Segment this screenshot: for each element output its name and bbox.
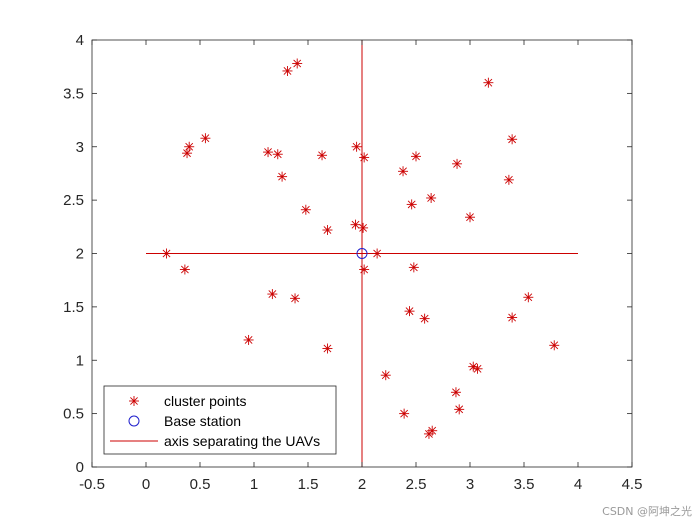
x-tick-label: 2 <box>358 476 366 493</box>
legend: cluster points Base station axis separatin… <box>103 385 337 455</box>
cluster-point <box>292 58 303 69</box>
ticks-layer: -0.5 0 0.5 1 1.5 2 2.5 3 3.5 4 4.500.511.522.533.5… <box>63 32 642 493</box>
cluster-point <box>350 219 361 230</box>
cluster-point <box>380 370 391 381</box>
legend-base-station-icon <box>128 415 140 427</box>
watermark: CSDN @阿坤之光 <box>602 505 692 518</box>
cluster-point <box>399 408 410 419</box>
cluster-point <box>243 334 254 345</box>
cluster-point <box>300 204 311 215</box>
y-tick-label: 2 <box>76 246 84 263</box>
cluster-point <box>322 343 333 354</box>
cluster-point <box>406 199 417 210</box>
legend-box <box>103 385 337 455</box>
cluster-point <box>452 158 463 169</box>
cluster-point <box>503 174 514 185</box>
x-tick-label: 3.5 <box>514 476 535 493</box>
x-tick-label: 4 <box>574 476 582 493</box>
cluster-point <box>507 134 518 145</box>
y-tick-label: 2.5 <box>63 192 84 209</box>
cluster-point <box>450 387 461 398</box>
cluster-point <box>426 192 437 203</box>
x-tick-label: 4.5 <box>622 476 643 493</box>
x-tick-label: -0.5 <box>79 476 105 493</box>
cluster-point <box>419 313 430 324</box>
cluster-point <box>359 152 370 163</box>
x-tick-label: 0 <box>142 476 150 493</box>
cluster-point <box>282 65 293 76</box>
cluster-point <box>472 363 483 374</box>
cluster-point <box>290 293 301 304</box>
cluster-point <box>408 262 419 273</box>
cluster-point <box>404 306 415 317</box>
y-tick-label: 1 <box>76 352 84 369</box>
cluster-point <box>263 147 274 158</box>
x-tick-label: 1.5 <box>298 476 319 493</box>
cluster-point <box>465 212 475 223</box>
cluster-point <box>267 289 278 300</box>
base-station-marker <box>356 248 368 259</box>
cluster-point <box>322 225 333 236</box>
y-tick-label: 3.5 <box>63 85 84 102</box>
cluster-point <box>272 149 283 160</box>
x-tick-label: 1 <box>250 476 258 493</box>
cluster-point <box>372 248 383 259</box>
legend-label: cluster points <box>164 393 246 409</box>
cluster-point <box>507 312 518 323</box>
cluster-point <box>523 292 534 303</box>
x-tick-label: 0.5 <box>190 476 211 493</box>
legend-cluster-icon <box>129 396 139 406</box>
cluster-point <box>277 171 288 182</box>
cluster-point <box>184 141 195 152</box>
y-tick-label: 3 <box>76 139 84 156</box>
cluster-point <box>200 133 211 144</box>
cluster-point <box>317 150 328 161</box>
cluster-point <box>398 166 409 177</box>
cluster-point <box>549 340 560 351</box>
cluster-point <box>454 404 465 415</box>
legend-label: axis separating the UAVs <box>164 433 320 449</box>
y-tick-label: 1.5 <box>63 299 84 316</box>
cluster-point <box>358 222 369 233</box>
legend-label: Base station <box>164 413 241 429</box>
y-tick-label: 0 <box>76 459 84 476</box>
cluster-point <box>182 148 193 159</box>
cluster-point <box>483 77 494 88</box>
cluster-point <box>351 141 362 152</box>
cluster-point <box>161 248 172 259</box>
x-tick-label: 2.5 <box>406 476 427 493</box>
cluster-point <box>179 264 190 275</box>
cluster-point <box>427 425 438 436</box>
x-tick-label: 3 <box>466 476 474 493</box>
y-tick-label: 0.5 <box>63 406 84 423</box>
y-tick-label: 4 <box>76 32 84 49</box>
cluster-point <box>359 264 370 275</box>
cluster-point <box>411 151 421 162</box>
data-layer <box>146 40 578 467</box>
